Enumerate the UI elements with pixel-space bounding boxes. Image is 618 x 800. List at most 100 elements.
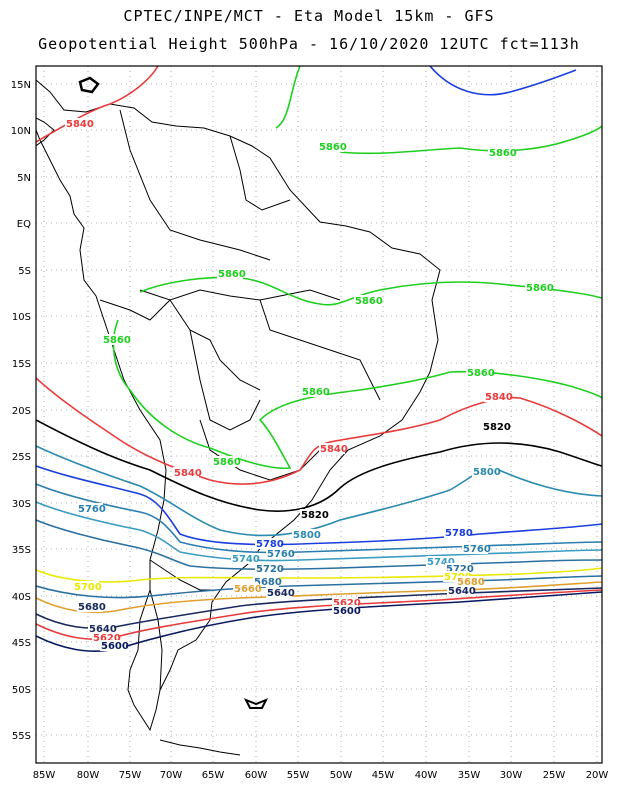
contour-label-bg [300,509,326,520]
lon-tick-label: 60W [245,770,268,781]
contour-label: 5860 [302,387,330,398]
contour-label: 5740 [232,554,260,565]
lat-tick-label: 5N [17,173,31,184]
contour-label-bg [266,587,292,598]
contour-label: 5680 [457,577,485,588]
contour-5640 [36,587,602,630]
contour-label: 5860 [103,335,131,346]
contour-label: 5860 [467,368,495,379]
contour-label-bg [301,386,327,397]
contour-label-bg [77,601,103,612]
contour-label-bg [77,503,103,514]
contour-label: 5860 [489,148,517,159]
lat-tick-label: EQ [17,219,31,230]
lon-tick-label: 70W [160,770,183,781]
lat-tick-label: 45S [12,638,31,649]
contour-label-bg [525,282,551,293]
lon-tick-label: 30W [500,770,523,781]
contour-5860-south [112,319,602,470]
axis-ticks: 15N 10N 5N EQ 5S 10S 15S 20S 25S 30S 35S 40S 45S 50S 5… [11,80,609,781]
contour-label: 5600 [333,606,361,617]
contour-label: 5840 [174,468,202,479]
contour-label: 5760 [463,544,491,555]
contour-label-bg [354,295,380,306]
contour-label: 5840 [485,392,513,403]
lat-tick-label: 55S [12,731,31,742]
lat-tick-label: 50S [12,685,31,696]
contour-label: 5860 [213,457,241,468]
contour-label-bg [456,576,482,587]
contour-5780-top [429,66,577,96]
contour-label-bg [482,421,508,432]
lat-tick-label: 15S [12,359,31,370]
lat-tick-label: 20S [12,406,31,417]
contour-5680 [36,575,602,599]
contour-label: 5680 [78,602,106,613]
contour-label-bg [253,576,279,587]
contour-label: 5640 [267,588,295,599]
contour-label-bg [484,391,510,402]
contour-label-bg [100,640,126,651]
contour-label-bg [292,529,318,540]
contour-label: 5840 [66,119,94,130]
contour-label-bg [173,467,199,478]
contour-label: 5860 [319,142,347,153]
lat-tick-label: 25S [12,452,31,463]
lon-tick-label: 20W [586,770,609,781]
lat-tick-label: 10N [11,126,31,137]
lat-tick-label: 15N [11,80,31,91]
contour-label: 5860 [218,269,246,280]
lon-tick-label: 55W [287,770,310,781]
map-frame [35,65,603,764]
contour-label: 5800 [293,530,321,541]
lat-tick-label: 35S [12,545,31,556]
contour-label-bg [217,268,243,279]
contour-label-bg [233,583,259,594]
lon-tick-label: 85W [33,770,56,781]
contour-label-bg [212,456,238,467]
lon-tick-label: 45W [372,770,395,781]
lat-lon-grid [36,66,602,763]
contour-label: 5760 [78,504,106,515]
lon-tick-label: 35W [458,770,481,781]
contour-label-bg [472,466,498,477]
contour-label-bg [332,597,358,608]
contour-label: 5640 [448,586,476,597]
lon-tick-label: 50W [330,770,353,781]
contour-5700 [36,567,602,583]
contour-label: 5620 [333,598,361,609]
contour-5740 [36,501,602,562]
contour-5720 [36,519,602,571]
contour-label: 5640 [89,624,117,635]
contour-label: 5720 [256,564,284,575]
contour-label: 5860 [355,296,383,307]
contour-label-bg [488,147,514,158]
contour-label-bg [266,548,292,559]
contour-label: 5860 [526,283,554,294]
contour-label: 5720 [446,564,474,575]
lat-tick-label: 40S [12,592,31,603]
contour-label-bg [332,605,358,616]
lat-tick-label: 5S [18,266,31,277]
contours [36,66,602,653]
contour-label-bg [255,563,281,574]
lon-tick-label: 80W [77,770,100,781]
contour-label: 5820 [483,422,511,433]
contour-label-bg [444,527,470,538]
contour-5840-north [36,66,159,143]
lon-tick-label: 40W [415,770,438,781]
contour-labels: 5840 5860 5860 5860 5860 5860 5860 5860 5860 5860… [65,118,554,652]
lon-tick-label: 65W [202,770,225,781]
contour-5840-south [36,377,602,485]
lat-tick-label: 10S [12,312,31,323]
contour-label-bg [319,443,345,454]
lon-tick-label: 75W [119,770,142,781]
contour-5820 [36,419,602,512]
contour-label-bg [92,632,118,643]
contour-label: 5800 [473,467,501,478]
contour-label: 5760 [267,549,295,560]
lat-tick-label: 30S [12,499,31,510]
contour-label: 5780 [445,528,473,539]
map-title-line2: Geopotential Height 500hPa - 16/10/2020 … [38,35,580,53]
